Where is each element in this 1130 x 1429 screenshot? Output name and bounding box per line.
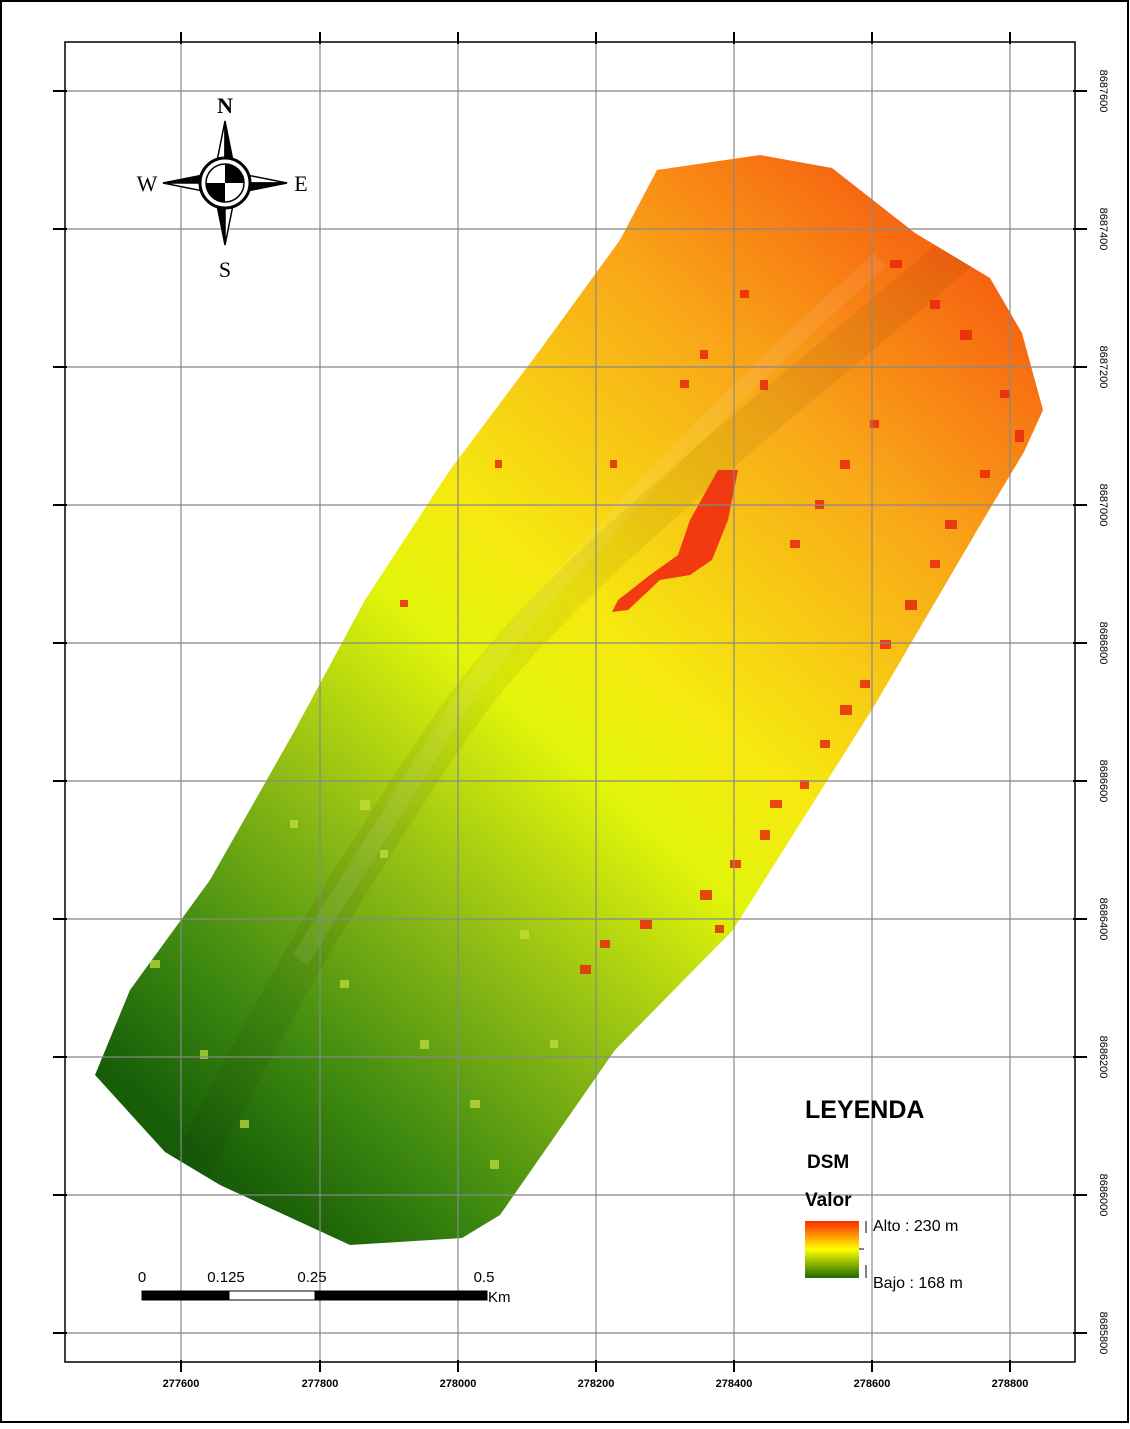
x-tick-label: 278000 (440, 1378, 477, 1390)
compass-s-label: S (219, 257, 231, 282)
graticule-grid (65, 42, 1075, 1362)
legend-low-label: Bajo : 168 m (873, 1275, 963, 1292)
y-tick-label: 8687600 (1097, 70, 1109, 113)
legend-field-name: Valor (805, 1190, 852, 1211)
scale-label-025: 0.25 (297, 1269, 326, 1286)
y-tick-label: 8685800 (1097, 1312, 1109, 1355)
x-tick-label: 278200 (578, 1378, 615, 1390)
legend-high-label: Alto : 230 m (873, 1218, 958, 1235)
x-tick-label: 277800 (302, 1378, 339, 1390)
scale-bar: 0 0.125 0.25 0.5 Km (138, 1269, 511, 1306)
y-tick-label: 8686400 (1097, 898, 1109, 941)
x-tick-label: 277600 (163, 1378, 200, 1390)
legend-color-ramp (805, 1221, 859, 1278)
compass-w-label: W (137, 171, 158, 196)
x-tick-label: 278800 (992, 1378, 1029, 1390)
compass-e-label: E (294, 171, 307, 196)
y-tick-label: 8687000 (1097, 484, 1109, 527)
legend-layer-name: DSM (807, 1152, 849, 1173)
frame-ticks (53, 32, 1087, 1372)
north-arrow: N S E W (137, 93, 308, 282)
x-tick-label: 278600 (854, 1378, 891, 1390)
dsm-raster (95, 155, 1043, 1245)
legend: LEYENDA DSM Valor Alto : 230 m Bajo : 16… (805, 1096, 963, 1292)
y-tick-label: 8687200 (1097, 346, 1109, 389)
scale-label-0: 0 (138, 1269, 146, 1286)
y-tick-label: 8686200 (1097, 1036, 1109, 1079)
x-tick-label: 278400 (716, 1378, 753, 1390)
y-axis-labels: 8687600 8687400 8687200 8687000 8686800 … (1097, 70, 1109, 1355)
x-axis-labels: 277600 277800 278000 278200 278400 27860… (163, 1378, 1029, 1390)
y-tick-label: 8686600 (1097, 760, 1109, 803)
compass-n-label: N (217, 93, 233, 118)
y-tick-label: 8686800 (1097, 622, 1109, 665)
y-tick-label: 8686000 (1097, 1174, 1109, 1217)
scale-label-05: 0.5 (474, 1269, 495, 1286)
legend-title: LEYENDA (805, 1096, 924, 1124)
scale-label-0125: 0.125 (207, 1269, 245, 1286)
y-tick-label: 8687400 (1097, 208, 1109, 251)
scale-unit: Km (488, 1289, 511, 1306)
